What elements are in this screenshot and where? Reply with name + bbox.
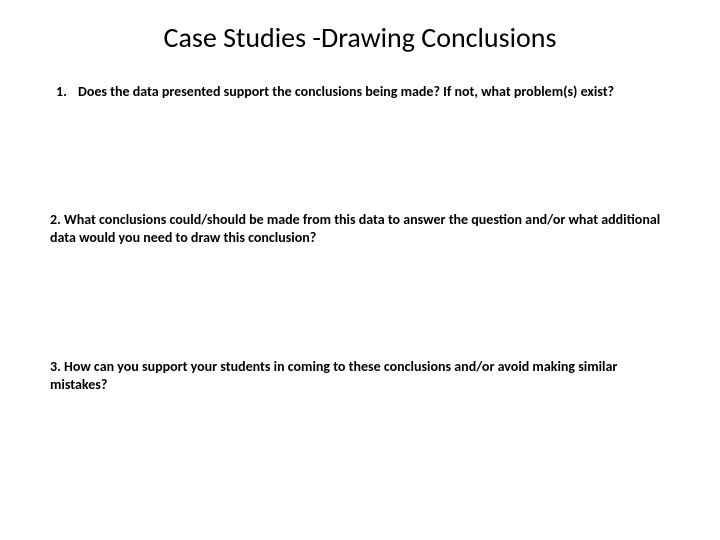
slide: Case Studies -Drawing Conclusions 1. Doe… <box>0 0 720 540</box>
question-1-number: 1. <box>50 83 78 101</box>
question-2: 2. What conclusions could/should be made… <box>50 211 670 247</box>
question-1: 1. Does the data presented support the c… <box>50 83 670 101</box>
question-1-text: Does the data presented support the conc… <box>78 83 670 101</box>
slide-title: Case Studies -Drawing Conclusions <box>50 20 670 55</box>
question-3-text: 3. How can you support your students in … <box>50 358 670 394</box>
question-3: 3. How can you support your students in … <box>50 358 670 394</box>
question-2-text: 2. What conclusions could/should be made… <box>50 211 670 247</box>
